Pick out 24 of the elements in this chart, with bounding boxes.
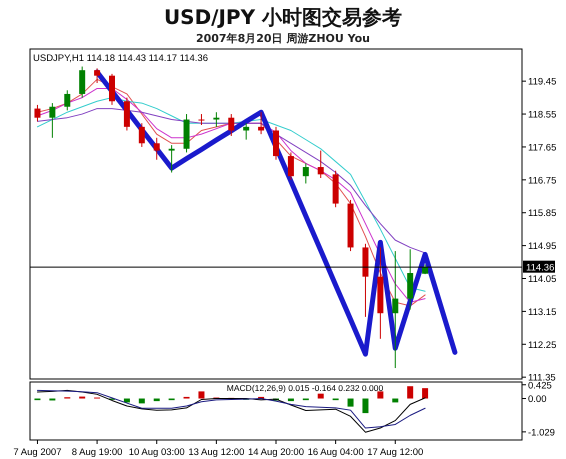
x-tick-label: 7 Aug 2007 xyxy=(13,447,62,458)
y-tick-label: 118.55 xyxy=(528,110,556,121)
x-tick-label: 16 Aug 04:00 xyxy=(308,447,364,458)
chart-subtitle: 2007年8月20日 周游ZHOU You xyxy=(196,32,370,45)
annotation: MACD(12,26,9) 0.015 -0.164 0.232 0.000 xyxy=(226,383,384,393)
y-tick-label: 117.65 xyxy=(528,142,556,154)
x-tick-label: 17 Aug 12:00 xyxy=(367,447,424,458)
y-tick-label: 119.45 xyxy=(528,76,556,88)
ref-line-label: 114.36 xyxy=(526,262,554,274)
y-tick-label: 112.25 xyxy=(528,340,556,351)
chart-title: USD/JPY 小时图交易参考 xyxy=(164,5,402,29)
y-tick-label: 0.00 xyxy=(528,394,546,406)
x-tick-label: 14 Aug 20:00 xyxy=(248,447,304,458)
annotation: USDJPY,H1 114.18 114.43 114.17 114.36 xyxy=(33,53,208,64)
y-tick-label: 116.75 xyxy=(528,175,556,186)
y-tick-label: 114.95 xyxy=(528,241,556,252)
y-tick-label: 114.05 xyxy=(528,274,556,285)
y-tick-label: 115.85 xyxy=(528,208,556,220)
x-tick-label: 13 Aug 12:00 xyxy=(188,447,244,458)
y-tick-label: 0.425 xyxy=(528,380,552,392)
x-tick-label: 10 Aug 03:00 xyxy=(128,447,185,458)
y-tick-label: -1.029 xyxy=(528,427,555,438)
x-tick-label: 8 Aug 19:00 xyxy=(72,447,122,458)
y-tick-label: 113.15 xyxy=(528,306,556,318)
